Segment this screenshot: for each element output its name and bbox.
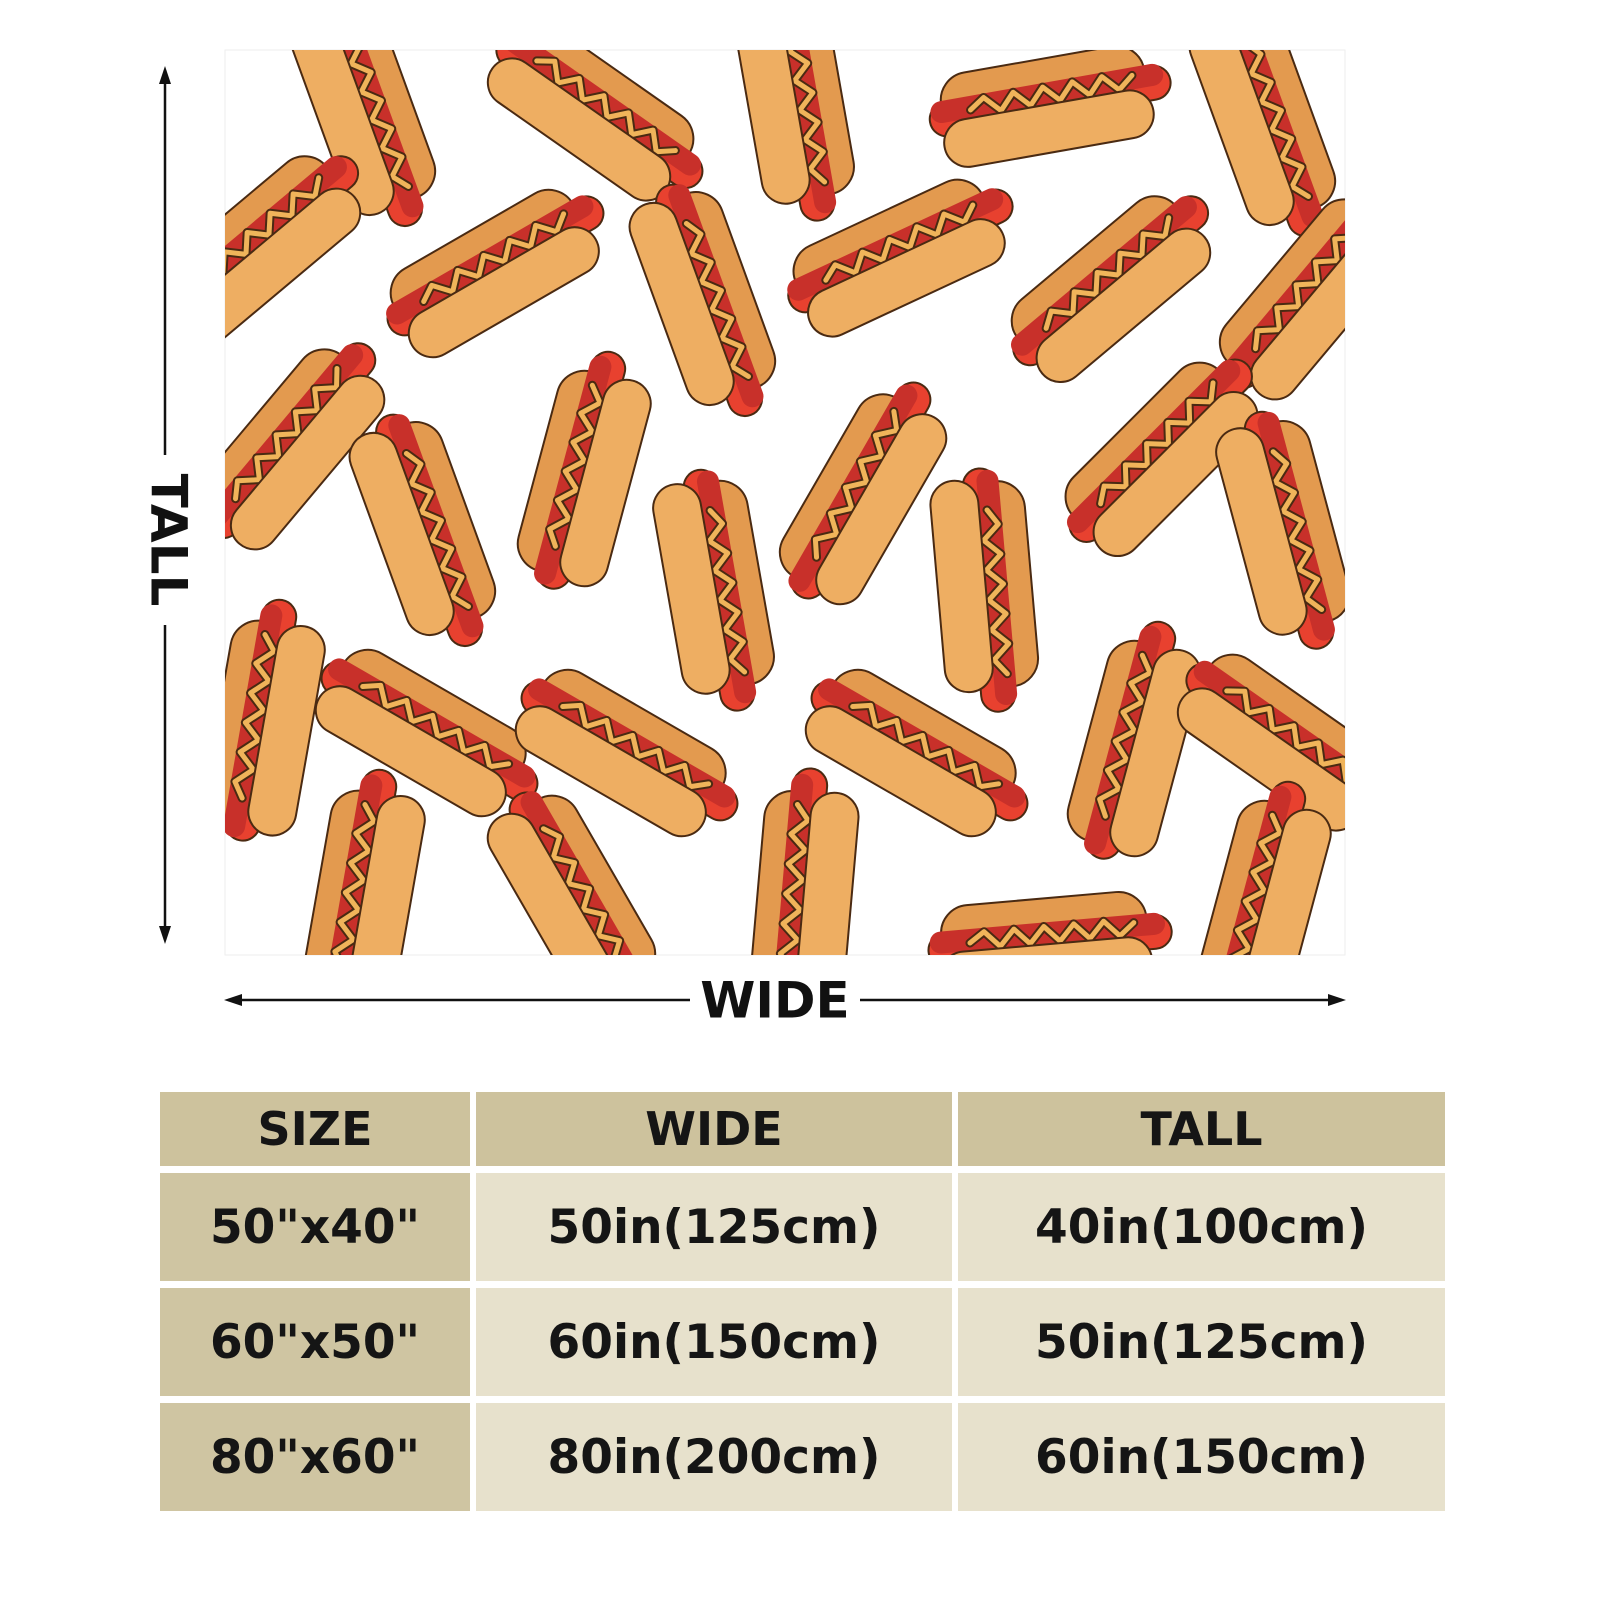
wide-arrow xyxy=(224,994,1346,1006)
header-cell: TALL xyxy=(958,1092,1445,1166)
table-row: 60"x50" 60in(150cm) 50in(125cm) xyxy=(160,1288,1445,1396)
wide-cell: 80in(200cm) xyxy=(476,1403,952,1511)
wide-label: WIDE xyxy=(700,972,849,1030)
tall-arrow xyxy=(159,66,171,944)
table-header: SIZE WIDE TALL xyxy=(160,1092,1445,1166)
size-table: SIZE WIDE TALL 50"x40" 50in(125cm) 40in(… xyxy=(160,1092,1445,1518)
size-cell: 80"x60" xyxy=(160,1403,470,1511)
table-row: 80"x60" 80in(200cm) 60in(150cm) xyxy=(160,1403,1445,1511)
table-row: 50"x40" 50in(125cm) 40in(100cm) xyxy=(160,1173,1445,1281)
size-cell: 50"x40" xyxy=(160,1173,470,1281)
tall-label: TALL xyxy=(140,474,198,607)
blanket-illustration: TALL WIDE xyxy=(140,49,1346,1030)
size-cell: 60"x50" xyxy=(160,1288,470,1396)
wide-cell: 60in(150cm) xyxy=(476,1288,952,1396)
tall-cell: 60in(150cm) xyxy=(958,1403,1445,1511)
header-cell: WIDE xyxy=(476,1092,952,1166)
tall-cell: 40in(100cm) xyxy=(958,1173,1445,1281)
tall-cell: 50in(125cm) xyxy=(958,1288,1445,1396)
wide-cell: 50in(125cm) xyxy=(476,1173,952,1281)
header-cell: SIZE xyxy=(160,1092,470,1166)
hotdog xyxy=(925,888,1176,1003)
